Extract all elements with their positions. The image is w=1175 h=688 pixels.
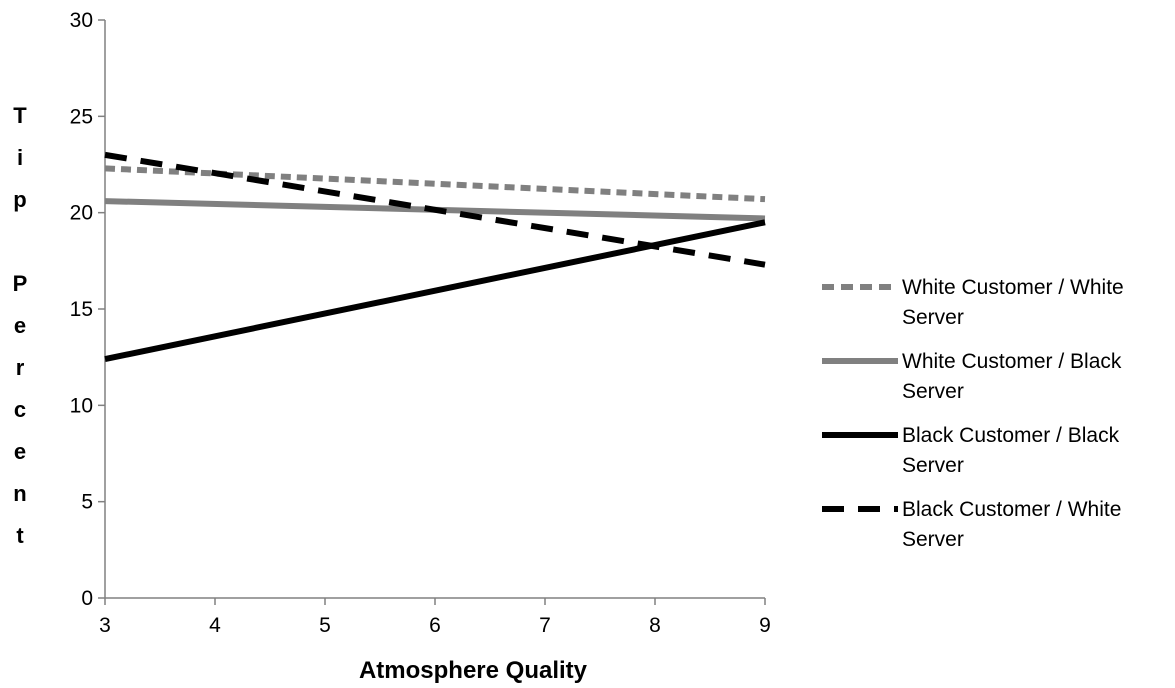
x-tick-label: 9: [759, 614, 771, 637]
y-axis-title-letter: i: [17, 145, 23, 170]
x-tick-label: 7: [539, 614, 551, 637]
x-tick-label: 6: [429, 614, 441, 637]
series-line-white-customer-white-server: [104, 165, 766, 203]
legend-label: Black Customer / Black: [902, 424, 1120, 447]
y-axis-title-letter: T: [13, 103, 27, 128]
legend-label: White Customer / Black: [902, 350, 1122, 373]
y-axis-title-letter: e: [14, 313, 26, 338]
y-tick-label: 20: [70, 202, 93, 225]
y-axis-title-letter: n: [13, 481, 26, 506]
x-tick-label: 5: [319, 614, 331, 637]
series-lines: [104, 151, 766, 363]
x-tick-label: 4: [209, 614, 221, 637]
y-tick-label: 0: [81, 587, 93, 610]
y-axis-title-letter: P: [13, 271, 28, 296]
axes: [104, 20, 765, 599]
y-axis-title-letter: r: [16, 355, 25, 380]
y-axis-title-letter: c: [14, 397, 26, 422]
x-tick-label: 3: [99, 614, 111, 637]
y-tick-label: 10: [70, 394, 93, 417]
y-tick-label: 15: [70, 298, 93, 321]
legend-label: Server: [902, 306, 964, 329]
y-axis-title-letter: p: [13, 187, 26, 212]
legend-label: Server: [902, 380, 964, 403]
ticks: 0 5 10 15 20 25 30 3 4 5 6 7 8 9: [70, 9, 771, 637]
y-tick-label: 25: [70, 105, 93, 128]
legend-label: White Customer / White: [902, 276, 1124, 299]
series-line-black-customer-black-server: [104, 219, 766, 363]
legend-label: Server: [902, 528, 964, 551]
y-tick-label: 30: [70, 9, 93, 32]
y-axis-title-letter: e: [14, 439, 26, 464]
legend: White Customer / White Server White Custom…: [822, 276, 1124, 551]
legend-label: Black Customer / White: [902, 498, 1121, 521]
legend-label: Server: [902, 454, 964, 477]
y-tick-label: 5: [81, 491, 93, 514]
series-line-black-customer-white-server: [104, 151, 766, 268]
x-axis-title: Atmosphere Quality: [359, 657, 588, 684]
x-tick-label: 8: [649, 614, 661, 637]
y-axis-title-letter: t: [16, 523, 24, 548]
